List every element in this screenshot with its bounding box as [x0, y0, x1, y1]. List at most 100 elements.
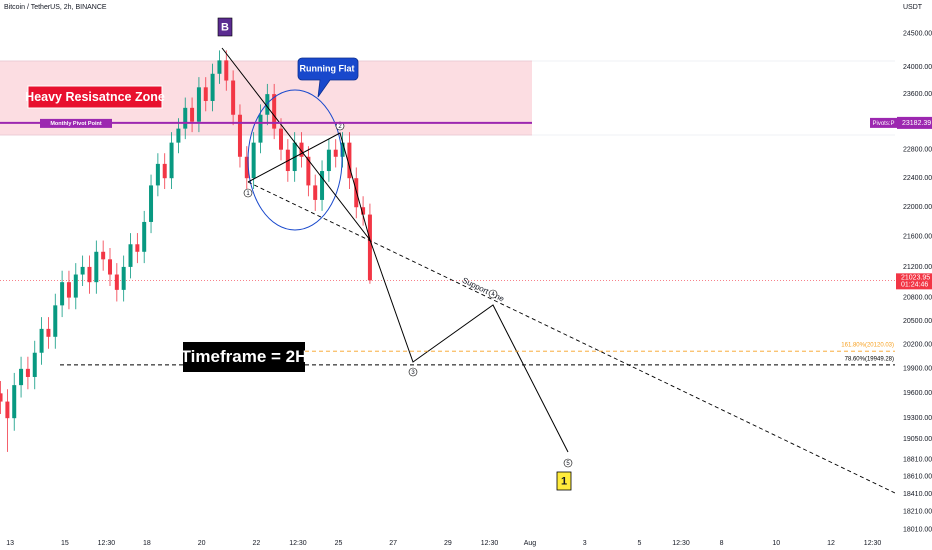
x-tick-label: 10	[772, 540, 780, 547]
chart-title: Bitcoin / TetherUS, 2h, BINANCE	[4, 4, 107, 11]
y-tick-label: 19300.00	[903, 415, 932, 422]
candle-body	[5, 401, 10, 419]
y-tick-label: 21200.00	[903, 264, 932, 271]
candle-body	[196, 87, 201, 122]
candle-body	[279, 128, 284, 150]
candle-body	[80, 266, 85, 275]
degree-label: 1	[561, 475, 567, 487]
wave-circle	[243, 188, 253, 198]
y-tick-label: 24500.00	[903, 31, 932, 38]
y-tick-label: 20800.00	[903, 294, 932, 301]
x-tick-label: 12	[827, 540, 835, 547]
candle-body	[224, 60, 229, 81]
candle-body	[367, 214, 372, 281]
candle-body	[87, 266, 92, 283]
y-tick-label: 24000.00	[903, 64, 932, 71]
candles	[0, 50, 372, 452]
pivot-tag: Pivots:P	[872, 121, 894, 127]
candle-body	[326, 149, 331, 172]
candle-body	[94, 251, 99, 283]
wave-circle	[488, 289, 498, 299]
wave-circle	[563, 458, 573, 468]
timeframe-box	[183, 342, 305, 372]
candle-body	[244, 156, 249, 179]
wave-label: 3	[411, 370, 415, 376]
y-tick-label: 21600.00	[903, 234, 932, 241]
x-tick-label: 12:30	[672, 540, 690, 547]
candle-body	[313, 185, 318, 200]
wave-label: 4	[491, 292, 495, 298]
last-price-tag	[896, 273, 932, 290]
x-tick-label: 12:30	[98, 540, 116, 547]
x-tick-label: Aug	[524, 540, 537, 547]
candle-body	[142, 221, 147, 252]
zone-label-box	[27, 85, 163, 109]
wave-labels: 1 2 3 4 5	[243, 121, 573, 468]
zone-label: Heavy Resisatnce Zone	[25, 90, 165, 104]
candle-body	[60, 282, 65, 306]
x-tick-label: 12:30	[864, 540, 882, 547]
candle-body	[19, 368, 24, 386]
pivot-price: 23182.39	[902, 120, 931, 127]
candle-body	[272, 94, 277, 129]
candle-body	[340, 142, 345, 157]
x-tick-label: 3	[583, 540, 587, 547]
y-tick-label: 18010.00	[903, 526, 932, 533]
pivot-price-box	[897, 116, 932, 129]
candle-body	[162, 163, 167, 179]
fib-label: 78.60%(19949.28)	[845, 356, 894, 362]
candle-body	[155, 163, 160, 186]
wave-circle	[408, 367, 418, 377]
candle-body	[135, 244, 140, 252]
pivot-tag-box	[870, 117, 897, 128]
flat-ellipse	[247, 89, 343, 231]
pivot-name-box	[40, 118, 112, 128]
candle-body	[53, 305, 58, 337]
candle-body	[320, 171, 325, 200]
candle-body	[32, 352, 37, 377]
y-tick-label: 19600.00	[903, 390, 932, 397]
candle-body	[107, 259, 112, 275]
x-tick-label: 12:30	[289, 540, 307, 547]
y-tick-label: 19050.00	[903, 436, 932, 443]
candle-body	[258, 114, 263, 143]
x-tick-label: 8	[720, 540, 724, 547]
y-tick-label: 23600.00	[903, 91, 932, 98]
candle-body	[251, 142, 256, 179]
x-tick-label: 15	[61, 540, 69, 547]
candle-body	[176, 128, 181, 143]
candle-body	[347, 142, 352, 179]
y-tick-label: 20200.00	[903, 342, 932, 349]
wave-label: 5	[566, 461, 570, 467]
b-box	[217, 17, 233, 37]
candle-body	[121, 266, 126, 290]
candle-body	[265, 94, 270, 115]
candle-body	[237, 114, 242, 157]
candle-body	[306, 156, 311, 186]
fib-label: 161.80%(20120.03)	[841, 343, 894, 349]
candle-body	[231, 80, 236, 115]
candle-body	[299, 142, 304, 157]
x-tick-label: 13	[6, 540, 14, 547]
wave-label: 1	[246, 191, 250, 197]
candle-body	[101, 251, 106, 260]
degree-box	[556, 471, 572, 491]
candle-body	[183, 107, 188, 129]
last-price: 21023.95	[901, 275, 930, 282]
wave-path	[221, 47, 569, 453]
x-tick-label: 20	[198, 540, 206, 547]
candle-body	[217, 60, 222, 74]
candle-body	[66, 282, 71, 298]
candle-body	[149, 185, 154, 222]
y-tick-label: 18810.00	[903, 456, 932, 463]
time-axis-bg	[0, 535, 932, 550]
countdown: 01:24:46	[901, 282, 928, 289]
candle-body	[210, 73, 215, 101]
candle-body	[128, 244, 133, 267]
pivot-name: Monthly Pivot Point	[50, 121, 101, 127]
y-tick-label: 22400.00	[903, 175, 932, 182]
x-tick-label: 5	[637, 540, 641, 547]
candle-body	[333, 149, 338, 157]
